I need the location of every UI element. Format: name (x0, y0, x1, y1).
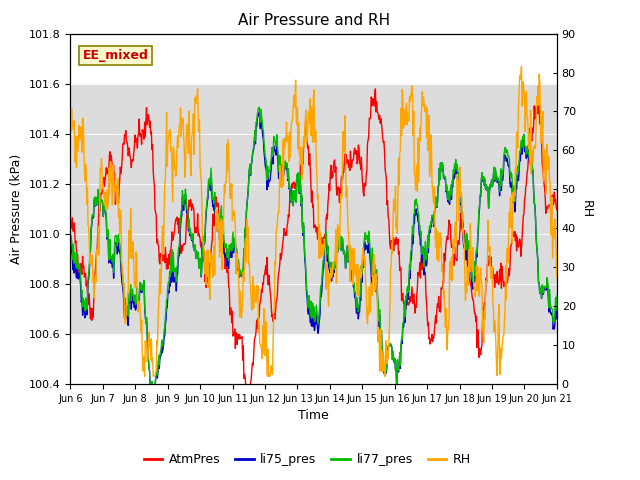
Line: li77_pres: li77_pres (70, 107, 557, 400)
li75_pres (255, 110, 263, 116)
RH (518, 63, 525, 69)
AtmPres (372, 86, 380, 92)
RH (377, 326, 385, 332)
AtmPres (378, 121, 385, 127)
li75_pres (486, 185, 494, 191)
RH (67, 102, 74, 108)
li75_pres (553, 302, 561, 308)
li75_pres (363, 242, 371, 248)
RH (97, 166, 104, 172)
li75_pres (350, 284, 358, 290)
Y-axis label: RH: RH (579, 200, 593, 218)
Line: AtmPres: AtmPres (70, 89, 557, 404)
AtmPres (67, 223, 74, 228)
RH (486, 243, 493, 249)
Y-axis label: Air Pressure (kPa): Air Pressure (kPa) (10, 154, 24, 264)
AtmPres (244, 401, 252, 407)
li75_pres (436, 160, 444, 166)
Line: li75_pres: li75_pres (70, 113, 557, 400)
li77_pres (553, 293, 561, 299)
AtmPres (486, 261, 494, 267)
li77_pres (378, 328, 385, 334)
Title: Air Pressure and RH: Air Pressure and RH (237, 13, 390, 28)
Line: RH: RH (70, 66, 557, 376)
AtmPres (553, 207, 561, 213)
Text: EE_mixed: EE_mixed (83, 49, 148, 62)
li77_pres (148, 397, 156, 403)
li75_pres (378, 332, 385, 337)
li77_pres (436, 160, 444, 166)
AtmPres (97, 208, 104, 214)
Legend: AtmPres, li75_pres, li77_pres, RH: AtmPres, li75_pres, li77_pres, RH (139, 448, 476, 471)
X-axis label: Time: Time (298, 409, 329, 422)
RH (362, 286, 370, 291)
li77_pres (350, 280, 358, 286)
li77_pres (255, 104, 263, 110)
li75_pres (67, 251, 74, 256)
Bar (70, 84, 557, 334)
li77_pres (363, 232, 371, 238)
RH (141, 373, 148, 379)
li75_pres (148, 397, 156, 403)
RH (553, 275, 561, 280)
li75_pres (97, 196, 104, 202)
li77_pres (486, 185, 494, 191)
li77_pres (97, 196, 104, 202)
RH (349, 272, 357, 277)
AtmPres (349, 156, 357, 162)
li77_pres (67, 241, 74, 247)
RH (436, 230, 444, 236)
AtmPres (436, 309, 444, 315)
AtmPres (362, 171, 370, 177)
